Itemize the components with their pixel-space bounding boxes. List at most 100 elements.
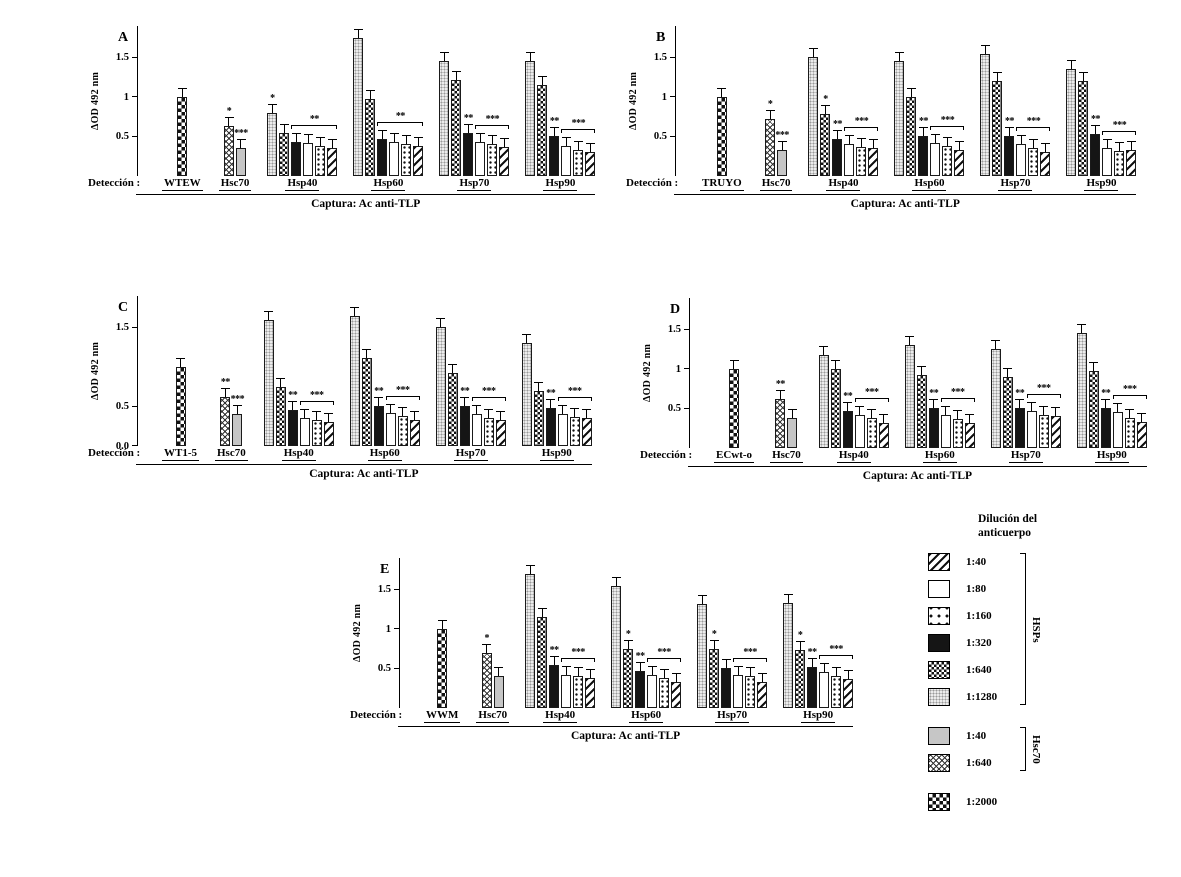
bracket-label: *** — [571, 118, 586, 129]
bars: ** *** — [1076, 298, 1147, 448]
y-tick-label: 0.5 — [653, 131, 667, 142]
bar — [964, 423, 975, 448]
legend-item: 1:640 — [928, 750, 992, 777]
bar — [1090, 134, 1101, 176]
group-label: Hsp40 — [281, 447, 316, 461]
bar — [439, 61, 450, 176]
bar — [697, 604, 708, 708]
error-bar — [410, 411, 420, 420]
bar — [537, 617, 548, 708]
legend-item: 1:40 — [928, 549, 986, 576]
y-tick — [670, 56, 675, 58]
significance-bracket — [1026, 394, 1061, 398]
error-bar — [558, 405, 568, 414]
gray-swatch — [928, 727, 950, 746]
error-bar — [585, 669, 595, 678]
bar — [315, 146, 326, 176]
legend-group-bracket — [1020, 552, 1026, 705]
white-swatch — [928, 580, 950, 599]
deteccion-label: Detección : — [88, 177, 141, 189]
significance-marker: ** — [1090, 114, 1101, 125]
captura-label: Captura: Ac anti-TLP — [309, 467, 419, 480]
plot-area: WTEW * *** Hsc70 * ** Hsp40 ** Hsp60 ** *** Hsp70 **… — [138, 26, 596, 191]
error-bar — [549, 127, 559, 136]
y-tick-label: 0.5 — [115, 131, 129, 142]
error-bar — [1040, 143, 1050, 152]
bar — [365, 99, 376, 176]
panel-letter: A — [118, 30, 129, 45]
x-axis-line — [398, 725, 854, 727]
chart-panel-C: C ΔOD 492 nm 1.5 0.5 0.0 WT1-5 ** *** Hsc70 ** ***… — [88, 296, 592, 480]
error-bar — [697, 595, 707, 604]
deteccion-label: Detección : — [626, 177, 679, 189]
bar — [856, 147, 867, 176]
error-bar — [954, 141, 964, 150]
bar — [495, 420, 506, 446]
error-bar — [1003, 368, 1013, 377]
bar-group: * ** Hsp40 — [267, 26, 338, 191]
error-bar — [401, 135, 411, 144]
error-bar — [460, 397, 470, 406]
chart-panel-A: A ΔOD 492 nm 1.5 1 0.5 WTEW * *** Hsc70 * ** Hsp40 *… — [88, 26, 596, 210]
group-label: Hsp90 — [539, 447, 574, 461]
bar — [493, 676, 504, 708]
bar — [451, 80, 462, 176]
chart-panel-E: E ΔOD 492 nm 1.5 1 0.5 WWM * Hsc70 ** *** Hsp40 * **… — [350, 558, 854, 742]
bar — [279, 133, 290, 176]
significance-marker: *** — [775, 130, 789, 141]
bar — [561, 146, 572, 176]
error-bar — [522, 334, 532, 343]
bar-group: ** *** Hsp40 — [525, 558, 596, 723]
bracket-label: *** — [865, 387, 879, 398]
bar — [842, 411, 853, 448]
bar-group: ** *** Hsp90 — [521, 296, 592, 461]
bar — [928, 408, 939, 448]
bracket-label: *** — [1037, 383, 1051, 394]
significance-marker: *** — [230, 394, 245, 405]
error-bar — [671, 673, 681, 682]
bar — [287, 410, 298, 446]
y-axis-label: ΔOD 492 nm — [642, 343, 653, 403]
bars: ** *** — [894, 26, 965, 176]
bar — [236, 148, 247, 176]
bar — [585, 678, 596, 708]
bar — [940, 415, 951, 448]
bars: * *** — [224, 26, 248, 176]
bars: * ** — [267, 26, 338, 176]
group-label: Hsc70 — [476, 709, 510, 723]
group-label: Hsp60 — [629, 709, 664, 723]
error-bar — [525, 565, 535, 574]
error-bar — [546, 399, 556, 408]
legend-item: 1:160 — [928, 603, 992, 630]
dotplus-swatch — [928, 607, 950, 626]
group-label: Hsp40 — [826, 177, 861, 191]
x-axis-line — [688, 465, 1147, 467]
chart-area: ΔOD 492 nm 1.5 1 0.5 WTEW * *** Hsc70 * ** Hsp40 **… — [88, 26, 596, 191]
error-bar — [537, 76, 547, 85]
bracket-label: *** — [1026, 116, 1041, 127]
bar — [721, 668, 732, 708]
bar-group: * ** *** Hsp90 — [783, 558, 854, 723]
bar — [1124, 418, 1135, 448]
bar — [349, 316, 360, 446]
captura-label: Captura: Ac anti-TLP — [570, 729, 681, 742]
error-bar — [783, 594, 793, 603]
bar — [463, 133, 474, 176]
group-label: Hsc70 — [759, 177, 793, 191]
y-tick — [670, 96, 675, 97]
group-label: TRUYO — [700, 177, 744, 191]
error-bar — [941, 406, 951, 415]
bar — [832, 139, 843, 176]
significance-bracket — [377, 122, 424, 126]
bar — [1102, 148, 1113, 176]
y-axis: 1.5 0.5 0.0 — [103, 296, 138, 451]
error-bar — [611, 577, 621, 586]
error-bar — [484, 409, 494, 418]
group-label: Hsp70 — [998, 177, 1033, 191]
bars — [177, 26, 188, 176]
bar-group: WWM — [424, 558, 461, 723]
bar — [525, 574, 536, 708]
y-tick — [132, 445, 137, 446]
bar — [525, 61, 536, 176]
group-label: Hsp70 — [1008, 449, 1043, 463]
